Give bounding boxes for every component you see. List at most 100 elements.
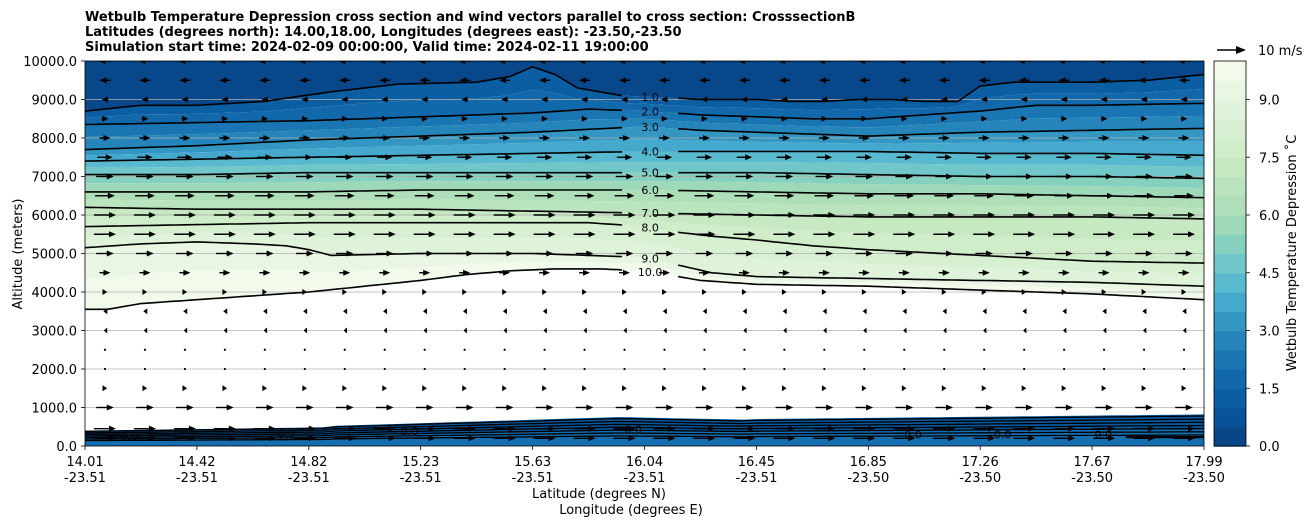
wind-vector bbox=[817, 61, 825, 64]
wind-vector bbox=[268, 231, 276, 238]
wind-vector bbox=[985, 250, 993, 257]
wind-vector bbox=[741, 96, 748, 103]
wind-vector bbox=[379, 77, 387, 84]
wind-vector bbox=[579, 77, 587, 84]
wind-vector bbox=[662, 308, 667, 315]
contour-fill-band bbox=[85, 103, 1204, 137]
wind-vector bbox=[786, 173, 794, 180]
wind-vector bbox=[386, 173, 394, 180]
wind-vector bbox=[466, 173, 474, 180]
wind-vector bbox=[426, 404, 434, 411]
wind-vector bbox=[666, 250, 674, 257]
wind-vector bbox=[103, 308, 108, 315]
x-tick-label-lon: -23.50 bbox=[959, 471, 1001, 486]
wind-vector bbox=[1148, 435, 1156, 442]
contour-label: 3.0 bbox=[641, 121, 659, 134]
wind-vector bbox=[418, 61, 426, 64]
wind-vector bbox=[748, 435, 756, 442]
wind-vector bbox=[426, 173, 434, 180]
y-tick-label: 6000.0 bbox=[32, 209, 78, 224]
wind-vector bbox=[303, 348, 306, 351]
wind-vector bbox=[1188, 212, 1196, 218]
wind-vector bbox=[505, 154, 513, 161]
wind-vector bbox=[1065, 404, 1073, 411]
wind-vector bbox=[428, 425, 436, 432]
wind-vector bbox=[901, 289, 907, 295]
wind-vector bbox=[306, 173, 314, 180]
wind-vector bbox=[697, 61, 705, 64]
wind-vector bbox=[982, 308, 987, 315]
wind-vector bbox=[182, 385, 188, 392]
wind-vector bbox=[308, 212, 316, 218]
wind-vector bbox=[626, 404, 634, 411]
wind-vector bbox=[107, 192, 115, 199]
contour-label: 4.0 bbox=[641, 145, 659, 158]
wind-vector bbox=[302, 115, 309, 122]
contour-label: 6.0 bbox=[641, 184, 659, 197]
wind-vector bbox=[746, 250, 754, 257]
x-tick-label-lat: 15.63 bbox=[514, 455, 551, 470]
wind-vector bbox=[348, 425, 356, 432]
wind-vector bbox=[908, 212, 916, 218]
wind-vector bbox=[383, 135, 391, 141]
wind-vector bbox=[346, 250, 354, 257]
wind-vector bbox=[303, 327, 308, 334]
wind-vector bbox=[1105, 404, 1113, 411]
wind-vector bbox=[1021, 115, 1028, 122]
wind-vector bbox=[708, 212, 716, 218]
wind-vector bbox=[583, 135, 591, 141]
wind-vector bbox=[226, 404, 234, 411]
wind-vector bbox=[1142, 135, 1150, 141]
wind-vector bbox=[547, 192, 555, 199]
wind-vector bbox=[188, 212, 196, 218]
wind-vector bbox=[1102, 348, 1106, 351]
wind-vector bbox=[308, 231, 316, 238]
wind-vector bbox=[108, 212, 116, 218]
wind-vector bbox=[219, 77, 227, 84]
wind-vector bbox=[226, 250, 234, 257]
wind-vector bbox=[946, 173, 954, 180]
contour-label: 2.0 bbox=[641, 105, 659, 118]
contour-fill-band bbox=[85, 126, 1204, 156]
wind-vector bbox=[426, 250, 434, 257]
surface-contour-label: 0.0 bbox=[401, 425, 419, 438]
quiver-key: 10 m/s bbox=[1217, 44, 1303, 59]
wind-vector bbox=[1028, 425, 1036, 432]
contour-line bbox=[85, 221, 623, 228]
wind-vector bbox=[668, 435, 676, 442]
wind-vector bbox=[543, 135, 551, 141]
wind-vector bbox=[586, 173, 594, 180]
wind-vector bbox=[227, 192, 235, 199]
contour-line bbox=[85, 206, 623, 214]
wind-vector bbox=[625, 154, 633, 161]
wind-vector bbox=[303, 367, 306, 371]
wind-vector bbox=[1023, 348, 1026, 351]
colorbar-tick-label: 1.5 bbox=[1259, 382, 1280, 397]
wind-vector bbox=[186, 404, 194, 411]
contour-fill-band bbox=[85, 115, 1204, 150]
wind-vector bbox=[741, 289, 747, 295]
y-tick-label: 1000.0 bbox=[32, 402, 78, 417]
contour-line bbox=[678, 127, 1204, 137]
wind-vector bbox=[99, 77, 107, 84]
colorbar-segment bbox=[1214, 99, 1246, 120]
surface-contour-line bbox=[85, 418, 1204, 434]
wind-vector bbox=[1185, 173, 1193, 180]
wind-vector bbox=[745, 154, 753, 161]
wind-vector bbox=[148, 425, 156, 432]
x-tick-label-lon: -23.51 bbox=[288, 471, 330, 486]
wind-vector bbox=[147, 192, 155, 199]
wind-vector bbox=[663, 327, 667, 334]
wind-vector bbox=[186, 173, 194, 180]
wind-vector bbox=[941, 115, 948, 122]
wind-vector bbox=[583, 367, 586, 371]
wind-vector bbox=[778, 77, 786, 84]
contour-line bbox=[85, 65, 623, 112]
colorbar-segment bbox=[1214, 253, 1246, 274]
wind-vector bbox=[1024, 154, 1032, 161]
wind-vector bbox=[857, 61, 865, 64]
wind-vector bbox=[702, 269, 710, 276]
contour-label: 7.0 bbox=[641, 207, 659, 220]
wind-vector bbox=[508, 425, 516, 432]
x-tick-label-lat: 17.67 bbox=[1073, 455, 1110, 470]
